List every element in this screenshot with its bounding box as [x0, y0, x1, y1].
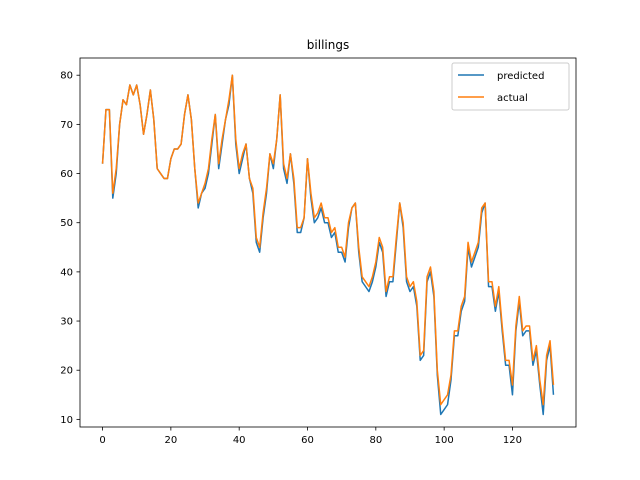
y-tick-label: 10: [60, 415, 73, 426]
y-tick-label: 50: [60, 218, 73, 229]
x-tick-label: 0: [99, 435, 105, 446]
x-tick-label: 120: [503, 435, 522, 446]
legend-label-predicted: predicted: [497, 71, 544, 82]
y-tick-label: 60: [60, 169, 73, 180]
x-tick-label: 80: [369, 435, 382, 446]
y-tick-label: 30: [60, 317, 73, 328]
y-tick-label: 20: [60, 366, 73, 377]
legend: predicted actual: [451, 62, 570, 111]
plot-frame: [79, 57, 577, 428]
x-tick-label: 60: [301, 435, 314, 446]
y-tick-label: 40: [60, 267, 73, 278]
axes-layer: 0 20 40 60 80 100 120 10 20 30 40 50 60 70 80: [60, 57, 577, 446]
chart-title: billings: [307, 38, 349, 52]
series-line-actual: [101, 74, 555, 406]
x-tick-label: 40: [233, 435, 246, 446]
legend-label-actual: actual: [497, 93, 528, 104]
x-tick-label: 20: [164, 435, 177, 446]
series-layer: [101, 74, 555, 416]
x-tick-label: 100: [435, 435, 454, 446]
y-tick-label: 80: [60, 71, 73, 82]
y-tick-label: 70: [60, 120, 73, 131]
